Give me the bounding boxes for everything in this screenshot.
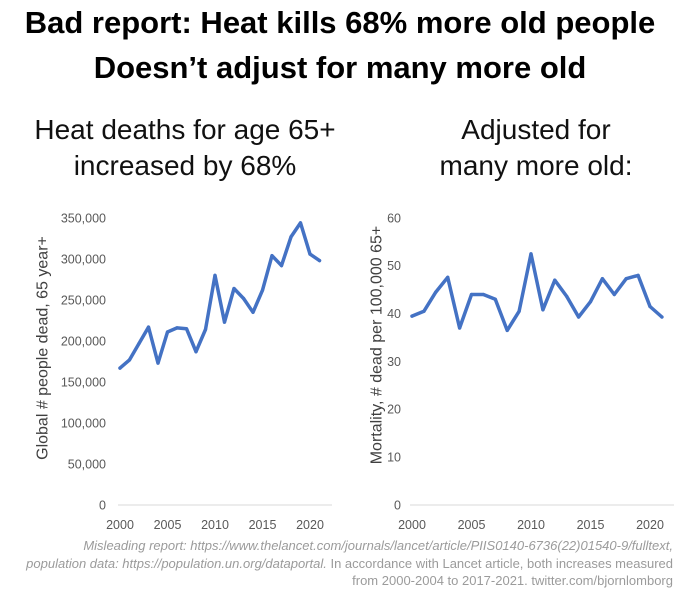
x-tick-label: 2020: [636, 518, 664, 532]
y-tick-label: 350,000: [61, 211, 106, 225]
x-tick-label: 2020: [296, 518, 324, 532]
data-point: [648, 304, 652, 309]
line-chart-mortality: 0 10 20 30 40 50 60 2000 2005 2010 2015 2020 Mortali…: [369, 211, 674, 532]
data-point: [118, 366, 122, 370]
data-point: [434, 290, 438, 294]
chart-title-line-2: increased by 68%: [73, 150, 297, 181]
source-note: Misleading report: https://www.thelancet…: [26, 537, 673, 590]
data-point: [156, 361, 160, 365]
data-point: [458, 326, 462, 330]
page-title: Bad report: Heat kills 68% more old peop…: [0, 0, 680, 90]
y-tick-label: 60: [387, 211, 401, 225]
source-lancet-report: Misleading report: https://www.thelancet…: [83, 538, 673, 553]
data-point: [469, 292, 474, 297]
data-point: [127, 358, 132, 362]
y-tick-label: 30: [387, 355, 401, 369]
data-point: [565, 294, 569, 298]
y-axis-title: Mortality, # dead per 100,000 65+: [369, 226, 386, 465]
x-tick-label: 2015: [577, 518, 605, 532]
chart-title-line-1: Heat deaths for age 65+: [34, 114, 336, 145]
x-tick-label: 2010: [201, 518, 229, 532]
data-point: [541, 308, 545, 312]
data-point: [481, 292, 485, 297]
data-point: [410, 314, 414, 318]
series-line: [410, 252, 664, 333]
method-note-continued: from 2000-2004 to 2017-2021. twitter.com…: [352, 573, 673, 588]
y-tick-label: 100,000: [61, 416, 106, 430]
data-point: [279, 264, 284, 268]
line-chart-heat-deaths: 0 50,000 100,000 150,000 200,000 250,000 300,0…: [35, 211, 332, 532]
data-point: [446, 275, 450, 279]
x-tick-label: 2000: [398, 518, 426, 532]
page-title-line-1: Bad report: Heat kills 68% more old peop…: [24, 5, 656, 40]
x-tick-label: 2010: [517, 518, 545, 532]
data-point: [493, 297, 497, 301]
chart-title-mortality: Adjusted for many more old:: [392, 112, 680, 184]
x-tick-label: 2005: [458, 518, 486, 532]
series-line: [118, 221, 322, 370]
data-point: [624, 277, 628, 281]
y-tick-label: 0: [394, 498, 401, 512]
data-point: [213, 273, 217, 277]
x-tick-label: 2005: [154, 518, 182, 532]
data-point: [422, 309, 426, 313]
chart-title-heat-deaths: Heat deaths for age 65+ increased by 68%: [0, 112, 370, 184]
data-point: [194, 350, 198, 354]
y-tick-label: 50: [387, 259, 401, 273]
data-point: [308, 252, 312, 256]
source-population-data: population data: https://population.un.o…: [26, 555, 327, 571]
y-tick-label: 40: [387, 307, 401, 321]
data-point: [577, 315, 581, 319]
data-point: [588, 300, 593, 304]
data-point: [146, 325, 151, 329]
page-title-line-2: Doesn’t adjust for many more old: [93, 50, 587, 85]
data-point: [184, 327, 189, 331]
source-note-line-1: Misleading report: https://www.thelancet…: [26, 537, 673, 555]
y-tick-label: 250,000: [61, 293, 106, 307]
data-point: [660, 315, 664, 319]
chart-title-line-2: many more old:: [439, 150, 633, 181]
data-point: [203, 327, 208, 332]
chart-title-line-1: Adjusted for: [461, 114, 611, 145]
data-point: [222, 320, 227, 324]
y-tick-label: 50,000: [68, 457, 106, 471]
x-tick-label: 2015: [249, 518, 277, 532]
y-tick-label: 300,000: [61, 252, 106, 266]
source-note-line-3: from 2000-2004 to 2017-2021. twitter.com…: [26, 572, 673, 590]
data-point: [251, 310, 255, 314]
data-point: [165, 330, 170, 334]
data-point: [317, 259, 322, 263]
y-axis-title: Global # people dead, 65 year+: [35, 236, 52, 460]
data-point: [232, 286, 236, 291]
data-point: [241, 296, 246, 300]
y-tick-label: 200,000: [61, 334, 106, 348]
data-point: [529, 252, 533, 256]
data-point: [270, 254, 274, 258]
data-point: [137, 341, 141, 346]
source-note-line-2: population data: https://population.un.o…: [26, 555, 673, 573]
data-point: [600, 277, 604, 281]
x-tick-label: 2000: [106, 518, 134, 532]
data-point: [505, 328, 509, 332]
data-point: [298, 221, 303, 225]
data-point: [175, 326, 179, 330]
method-note: In accordance with Lancet article, both …: [330, 555, 673, 571]
data-point: [612, 292, 616, 297]
data-point: [260, 288, 265, 292]
y-tick-label: 0: [99, 498, 106, 512]
y-tick-label: 20: [387, 403, 401, 417]
data-point: [289, 235, 293, 239]
y-tick-label: 150,000: [61, 375, 106, 389]
data-point: [517, 309, 521, 313]
data-point: [636, 273, 640, 277]
y-tick-label: 10: [387, 451, 401, 465]
data-point: [553, 278, 557, 282]
